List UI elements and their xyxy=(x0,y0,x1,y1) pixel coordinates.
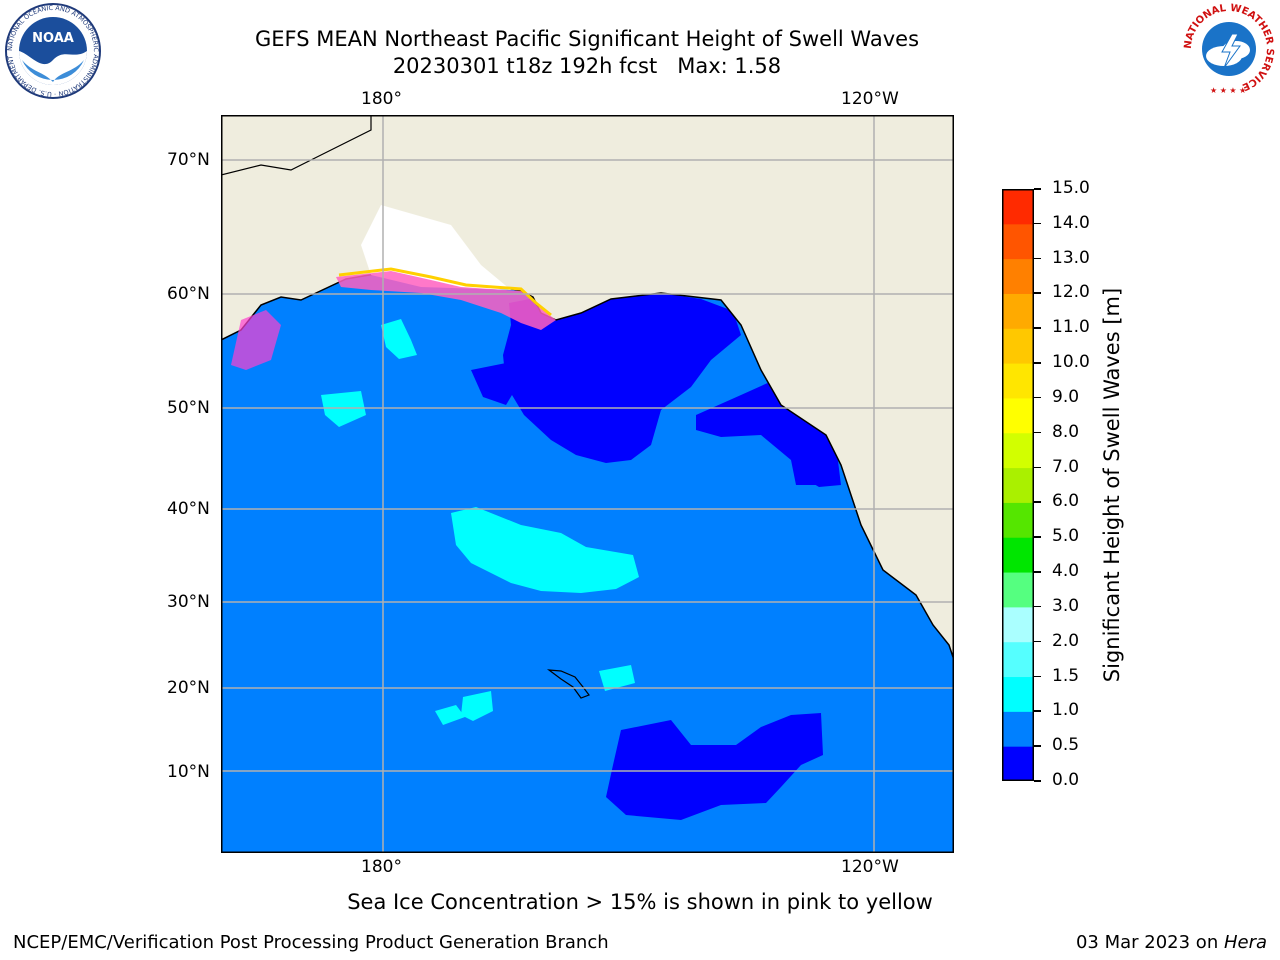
colorbar-segment xyxy=(1002,223,1034,260)
colorbar-segment xyxy=(1002,711,1034,747)
colorbar-segment xyxy=(1002,572,1034,608)
colorbar-tick-mark xyxy=(1034,745,1041,747)
colorbar-tick-label: 0.0 xyxy=(1052,770,1080,790)
colorbar-segment xyxy=(1002,258,1034,294)
colorbar-tick-mark xyxy=(1034,501,1041,503)
noaa-logo: NATIONAL OCEANIC AND ATMOSPHERIC ADMINIS… xyxy=(4,2,101,99)
colorbar-segment xyxy=(1002,676,1034,712)
noaa-logo-text: NOAA xyxy=(32,31,74,46)
map-subtitle: 20230301 t18z 192h fcst Max: 1.58 xyxy=(392,54,782,78)
colorbar-segment xyxy=(1002,537,1034,573)
colorbar-tick-label: 3.0 xyxy=(1052,595,1080,616)
map-gridlines xyxy=(221,115,954,853)
colorbar-tick-mark xyxy=(1034,675,1041,678)
colorbar-tick-mark xyxy=(1034,780,1041,782)
footer-host: Hera xyxy=(1223,932,1267,953)
colorbar-tick-label: 1.0 xyxy=(1052,700,1080,721)
colorbar-tick-mark xyxy=(1034,536,1041,538)
low-swell-region-gulf xyxy=(503,293,741,463)
colorbar-segment xyxy=(1002,397,1034,434)
footer-branch: NCEP/EMC/Verification Post Processing Pr… xyxy=(13,932,609,953)
colorbar-tick-label: 8.0 xyxy=(1052,421,1080,442)
colorbar-segment xyxy=(1002,363,1034,399)
low-swell-region-tropics xyxy=(606,713,823,820)
colorbar-tick-label: 15.0 xyxy=(1052,178,1090,198)
colorbar-tick-label: 7.0 xyxy=(1052,456,1080,477)
map-title: GEFS MEAN Northeast Pacific Significant … xyxy=(254,27,920,51)
colorbar-segment xyxy=(1002,502,1034,538)
colorbar-tick-mark xyxy=(1034,188,1041,190)
colorbar-tick-mark xyxy=(1034,710,1041,712)
colorbar-tick-mark xyxy=(1034,222,1041,225)
lat-label-10n: 10°N xyxy=(167,762,210,782)
footer-date-text: 03 Mar 2023 on xyxy=(1075,932,1224,953)
lat-label-40n: 40°N xyxy=(167,499,210,519)
colorbar-tick-label: 0.5 xyxy=(1052,735,1080,756)
lon-label-bottom-180: 180° xyxy=(361,857,402,877)
sea-ice-west xyxy=(231,310,281,370)
swell-patch-north xyxy=(381,319,417,359)
colorbar-tick-label: 1.5 xyxy=(1052,665,1080,686)
colorbar-segment xyxy=(1002,293,1034,329)
colorbar-tick-mark xyxy=(1034,396,1041,399)
low-swell-region-coast xyxy=(796,445,841,487)
colorbar-segment xyxy=(1002,328,1034,364)
sea-ice-edge xyxy=(336,271,556,330)
lat-label-60n: 60°N xyxy=(167,284,210,304)
lat-label-70n: 70°N xyxy=(167,150,210,170)
colorbar-tick-label: 14.0 xyxy=(1052,212,1090,233)
swell-patch-aleutian xyxy=(321,391,366,427)
colorbar-tick-mark xyxy=(1034,257,1041,260)
colorbar-segment xyxy=(1002,189,1034,225)
colorbar-segment xyxy=(1002,432,1034,469)
colorbar-tick-mark xyxy=(1034,292,1041,294)
colorbar-tick-label: 12.0 xyxy=(1052,282,1090,303)
colorbar xyxy=(1002,189,1034,781)
colorbar-tick-mark xyxy=(1034,327,1041,329)
colorbar-tick-label: 5.0 xyxy=(1052,526,1080,547)
colorbar-tick-label: 2.0 xyxy=(1052,630,1080,651)
colorbar-tick-mark xyxy=(1034,640,1041,643)
bering-sea-ice xyxy=(361,205,511,290)
lon-label-top-180: 180° xyxy=(361,89,402,109)
lat-label-30n: 30°N xyxy=(167,592,210,612)
colorbar-tick-label: 10.0 xyxy=(1052,352,1090,373)
swell-patch-west xyxy=(435,705,465,725)
swell-height-map xyxy=(221,115,954,853)
svg-text:★ ★ ★ ★: ★ ★ ★ ★ xyxy=(1210,86,1246,95)
swell-patch-central xyxy=(451,507,639,593)
swell-patch-hawaii xyxy=(599,665,635,691)
lat-label-50n: 50°N xyxy=(167,398,210,418)
sea-ice-note: Sea Ice Concentration > 15% is shown in … xyxy=(347,890,933,914)
hawaii-islands xyxy=(546,669,590,699)
colorbar-segment xyxy=(1002,641,1034,678)
footer-date: 03 Mar 2023 on Hera xyxy=(1076,932,1267,953)
lon-label-bottom-120w: 120°W xyxy=(841,857,899,877)
colorbar-tick-label: 4.0 xyxy=(1052,561,1080,582)
colorbar-segment xyxy=(1002,746,1034,781)
colorbar-tick-mark xyxy=(1034,571,1041,573)
sea-ice-yellow-edge xyxy=(338,267,552,317)
colorbar-tick-label: 13.0 xyxy=(1052,247,1090,268)
lat-label-20n: 20°N xyxy=(167,678,210,698)
colorbar-tick-mark xyxy=(1034,362,1041,364)
colorbar-tick-mark xyxy=(1034,605,1041,608)
colorbar-tick-mark xyxy=(1034,431,1041,434)
colorbar-tick-mark xyxy=(1034,466,1041,469)
colorbar-tick-label: 11.0 xyxy=(1052,317,1090,338)
colorbar-tick-label: 6.0 xyxy=(1052,491,1080,512)
low-swell-region-gulf-west xyxy=(471,363,521,405)
colorbar-segment xyxy=(1002,606,1034,643)
nws-logo: NATIONAL WEATHER SERVICE ★ ★ ★ ★ xyxy=(1183,3,1275,95)
colorbar-tick-label: 9.0 xyxy=(1052,386,1080,407)
lon-label-top-120w: 120°W xyxy=(841,89,899,109)
colorbar-label: Significant Height of Swell Waves [m] xyxy=(1100,287,1124,683)
colorbar-segment xyxy=(1002,467,1034,503)
swell-patch-southwest xyxy=(461,691,493,721)
